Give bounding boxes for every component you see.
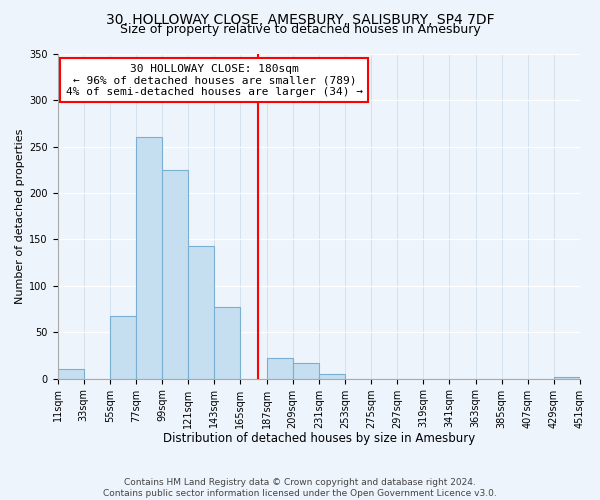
Text: Contains HM Land Registry data © Crown copyright and database right 2024.
Contai: Contains HM Land Registry data © Crown c… [103,478,497,498]
Bar [319,374,345,378]
X-axis label: Distribution of detached houses by size in Amesbury: Distribution of detached houses by size … [163,432,475,445]
Text: Size of property relative to detached houses in Amesbury: Size of property relative to detached ho… [119,22,481,36]
Text: 30 HOLLOWAY CLOSE: 180sqm
← 96% of detached houses are smaller (789)
4% of semi-: 30 HOLLOWAY CLOSE: 180sqm ← 96% of detac… [66,64,363,97]
Text: 30, HOLLOWAY CLOSE, AMESBURY, SALISBURY, SP4 7DF: 30, HOLLOWAY CLOSE, AMESBURY, SALISBURY,… [106,12,494,26]
Bar [554,377,580,378]
Bar [110,316,136,378]
Bar [293,363,319,378]
Y-axis label: Number of detached properties: Number of detached properties [15,128,25,304]
Bar [162,170,188,378]
Bar [58,370,83,378]
Bar [266,358,293,378]
Bar [136,136,162,378]
Bar [214,307,241,378]
Bar [188,246,214,378]
